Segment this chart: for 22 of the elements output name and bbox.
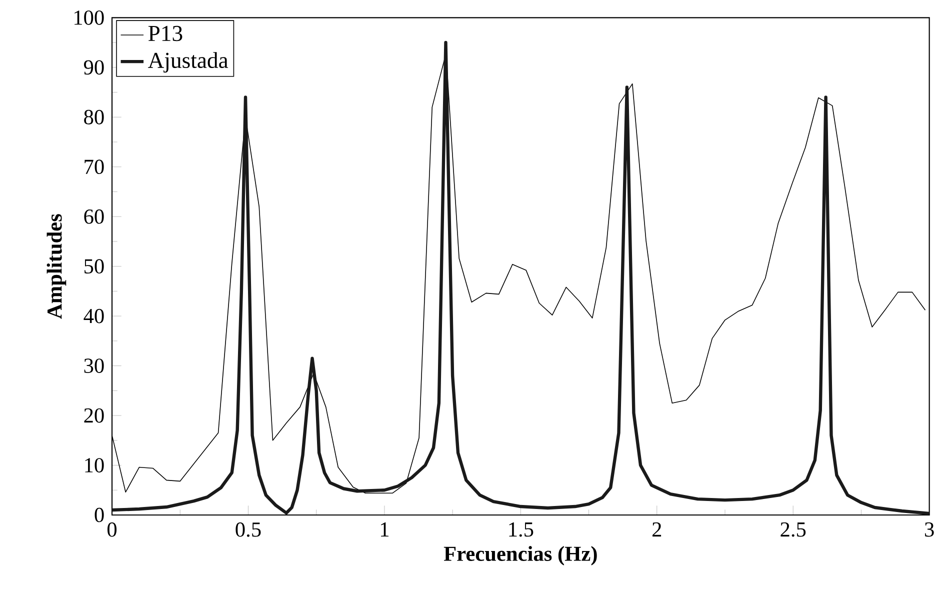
y-tick-label: 60 bbox=[84, 209, 104, 224]
y-tick-label: 50 bbox=[84, 259, 104, 274]
y-tick-label: 70 bbox=[84, 160, 104, 174]
x-tick-label: 2.5 bbox=[780, 522, 806, 537]
y-tick-label: 0 bbox=[94, 508, 104, 522]
y-tick-label: 40 bbox=[84, 308, 104, 324]
y-axis-title: Amplitudes bbox=[46, 214, 66, 319]
legend-label: Ajustada bbox=[148, 52, 228, 73]
legend-label: P13 bbox=[148, 26, 182, 42]
x-tick-label: 1 bbox=[380, 522, 389, 536]
x-axis-title: Frecuencias (Hz) bbox=[444, 546, 597, 566]
x-tick-label: 0.5 bbox=[236, 522, 261, 537]
y-tick-label: 20 bbox=[84, 408, 104, 423]
y-tick-label: 30 bbox=[84, 358, 104, 373]
x-tick-label: 0 bbox=[107, 522, 117, 537]
x-tick-label: 3 bbox=[925, 522, 934, 537]
y-tick-label: 100 bbox=[74, 10, 104, 25]
y-tick-label: 90 bbox=[84, 60, 104, 75]
y-tick-label: 10 bbox=[85, 458, 104, 472]
x-tick-label: 2 bbox=[652, 522, 662, 536]
y-tick-label: 80 bbox=[84, 110, 104, 124]
x-tick-label: 1.5 bbox=[509, 522, 534, 537]
